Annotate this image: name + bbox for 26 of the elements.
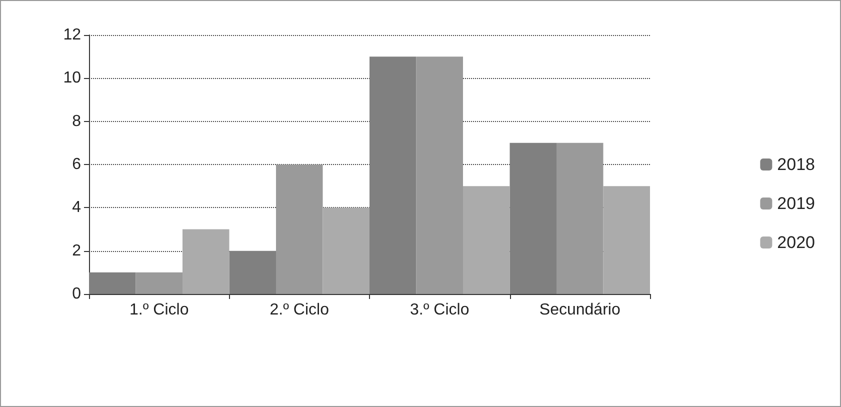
bar [416,56,463,294]
bar [229,250,276,294]
x-tick-label: 3.º Ciclo [410,302,470,318]
bar [182,229,230,294]
y-tick-label: 12 [63,26,82,44]
y-tick-label: 10 [63,70,82,87]
bar [603,186,650,294]
bar [556,142,604,294]
legend-label: 2018 [777,155,816,174]
bar [463,186,510,294]
legend-label: 2020 [777,233,816,252]
y-tick-label: 2 [72,242,82,260]
x-tick-label: 1.º Ciclo [130,302,189,318]
bar [89,272,136,294]
y-tick-label: 0 [72,286,82,302]
bar [510,142,556,294]
bar [136,272,182,294]
y-tick-label: 4 [72,199,82,216]
x-tick-label: Secundário [539,302,620,318]
y-tick-label: 8 [72,112,82,130]
x-tick-label: 2.º Ciclo [270,302,330,318]
bar [322,208,370,294]
y-tick-label: 6 [72,156,82,173]
bar [276,164,323,294]
legend-label: 2019 [777,194,816,213]
bar [370,56,416,294]
